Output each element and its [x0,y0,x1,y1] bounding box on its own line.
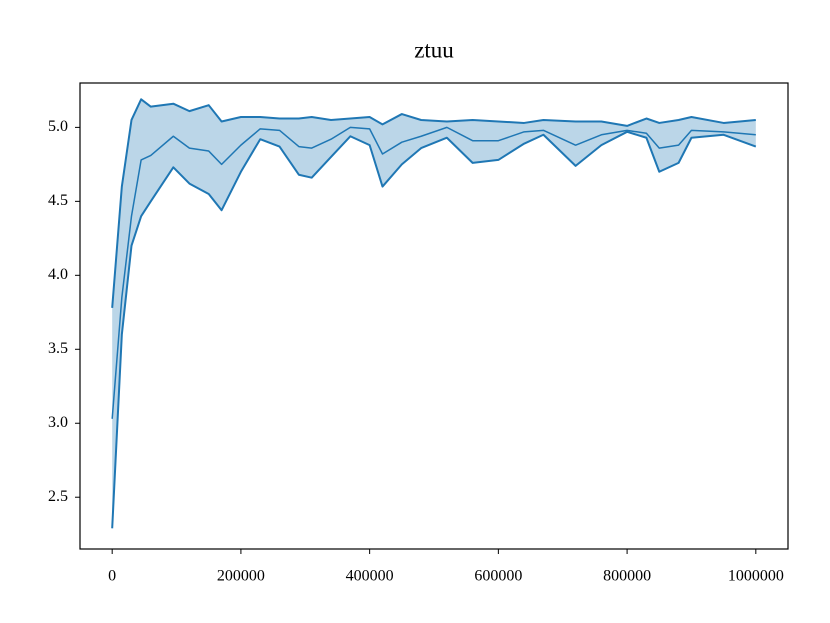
x-tick-label: 600000 [474,568,522,585]
x-tick-label: 400000 [346,568,394,585]
x-tick-label: 800000 [603,568,651,585]
band-lower-edge [111,130,757,529]
mean-line [111,126,756,419]
y-tick-label: 3.5 [48,340,68,357]
y-tick-label: 4.5 [48,192,68,209]
x-tick-label: 0 [108,568,116,585]
chart-title: ztuu [414,37,454,62]
y-tick-label: 3.0 [48,414,68,431]
band-upper-edge [111,98,756,308]
y-tick-label: 4.0 [48,266,68,283]
band [112,99,756,529]
x-tick-label: 200000 [217,568,265,585]
y-tick-label: 5.0 [48,118,68,135]
y-tick-label: 2.5 [48,488,68,505]
x-tick-label: 1000000 [728,568,784,585]
plot-frame [79,82,789,550]
